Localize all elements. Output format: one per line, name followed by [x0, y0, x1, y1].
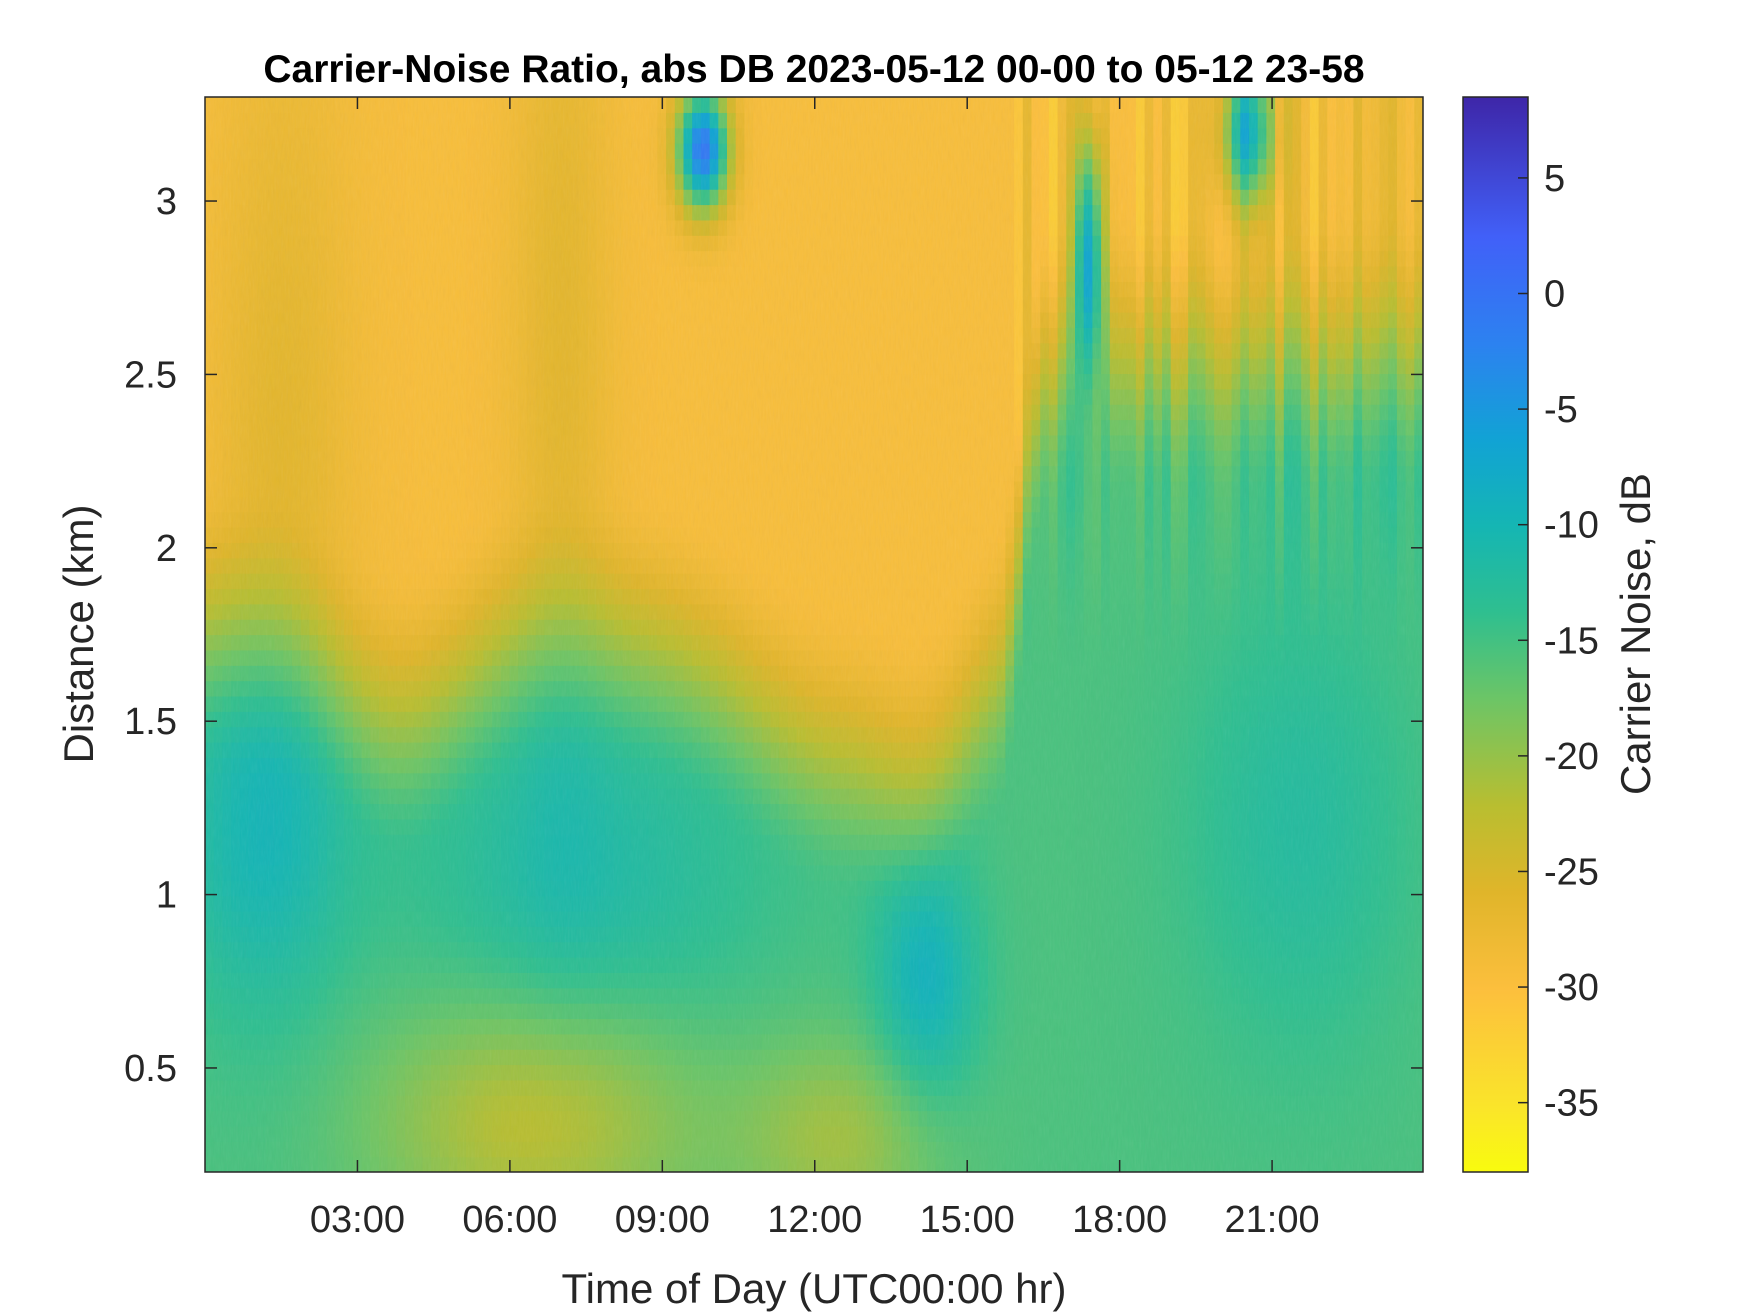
heatmap-plot-area	[204, 96, 1424, 1173]
